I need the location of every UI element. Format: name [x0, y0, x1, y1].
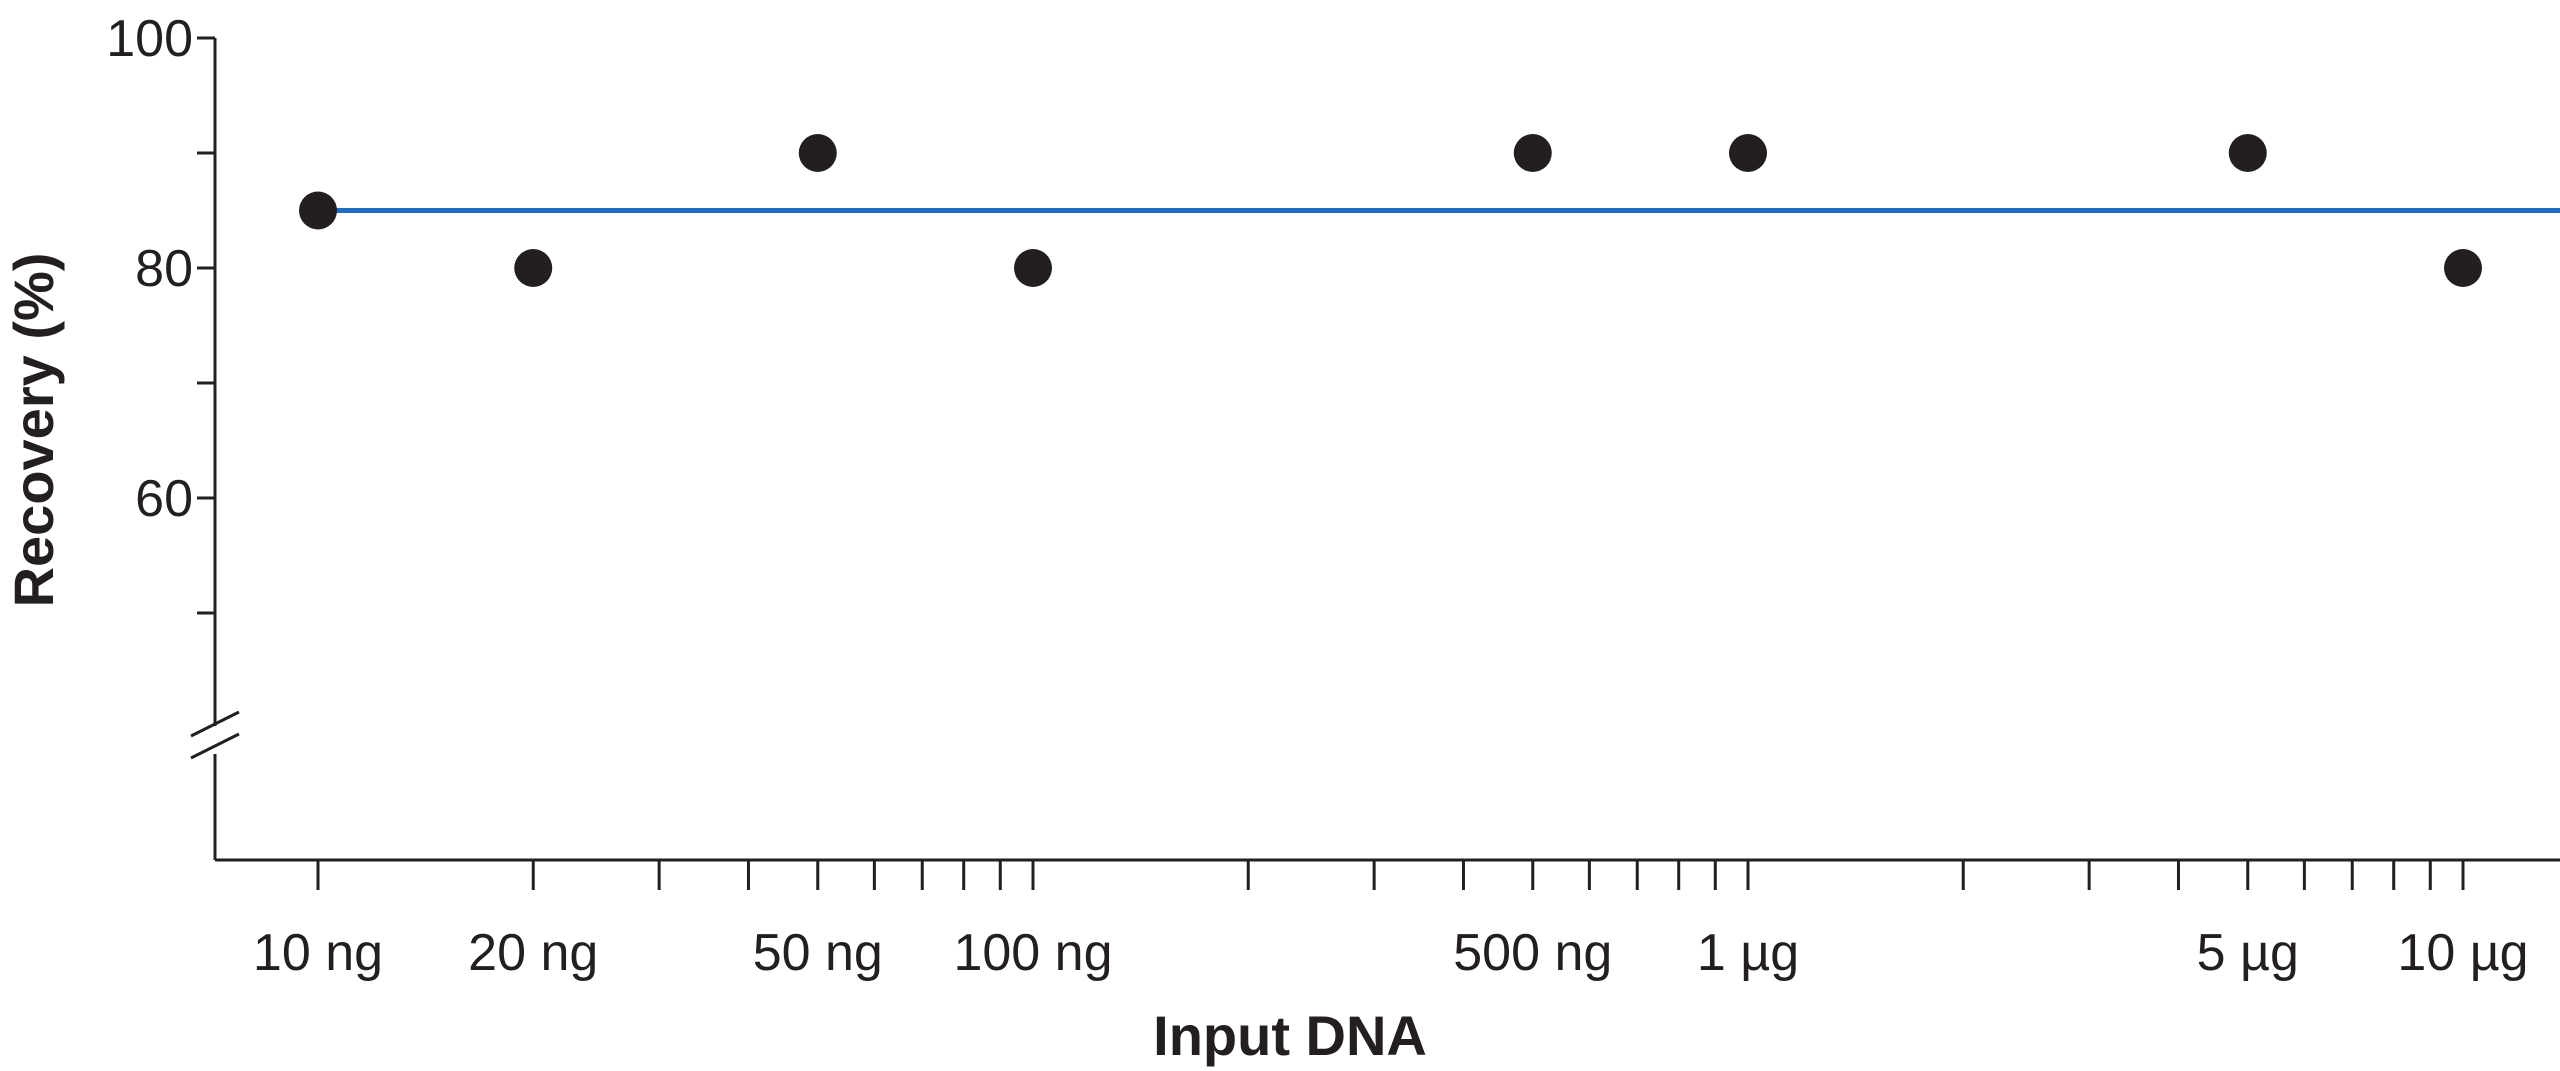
x-tick-label: 5 µg [2197, 924, 2299, 982]
data-point [2228, 134, 2267, 172]
x-tick-label: 100 ng [953, 924, 1112, 982]
axis-break-mark-2 [190, 732, 240, 760]
x-tick-label: 10 µg [2397, 924, 2528, 982]
y-tick-label: 80 [135, 240, 193, 298]
axis-break-mark-1 [190, 710, 240, 738]
data-point [1513, 134, 1552, 172]
y-tick-label: 100 [106, 10, 193, 68]
x-tick-label: 10 ng [253, 924, 383, 982]
data-point [514, 249, 553, 287]
y-tick-label: 60 [135, 470, 193, 528]
axes [190, 36, 2560, 890]
data-points [299, 134, 2482, 287]
tick-labels: 100 80 60 10 ng 20 ng 50 ng 100 ng 500 ng 1 µg 5 … [106, 10, 2528, 982]
x-tick-label: 20 ng [468, 924, 598, 982]
x-axis-title: Input DNA [1153, 1004, 1427, 1067]
data-point [1729, 134, 1767, 172]
x-tick-label: 50 ng [753, 924, 883, 982]
data-point [299, 191, 337, 230]
x-tick-label: 1 µg [1697, 924, 1799, 982]
data-point [1014, 249, 1052, 287]
data-point [798, 134, 837, 172]
y-axis-title: Recovery (%) [2, 253, 65, 608]
x-tick-label: 500 ng [1453, 924, 1612, 982]
data-point [2444, 249, 2482, 287]
